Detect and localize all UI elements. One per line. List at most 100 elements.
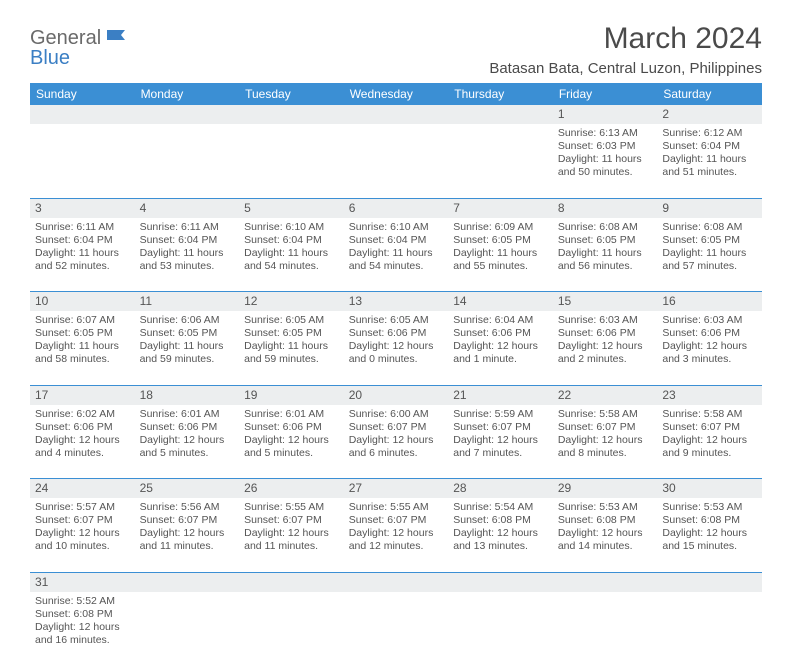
day-number-cell: 2 <box>657 105 762 124</box>
day-number-cell: 6 <box>344 198 449 218</box>
day-number-cell: 4 <box>135 198 240 218</box>
page-header: General Blue March 2024 Batasan Bata, Ce… <box>30 22 762 77</box>
sunrise-text: Sunrise: 6:10 AM <box>244 221 339 234</box>
logo-part1: General <box>30 27 101 49</box>
sunrise-text: Sunrise: 6:00 AM <box>349 408 444 421</box>
day-cell: Sunrise: 6:06 AMSunset: 6:05 PMDaylight:… <box>135 311 240 385</box>
day-number-cell <box>135 572 240 592</box>
day-cell: Sunrise: 6:09 AMSunset: 6:05 PMDaylight:… <box>448 218 553 292</box>
weekday-header-row: SundayMondayTuesdayWednesdayThursdayFrid… <box>30 83 762 105</box>
empty-cell <box>344 592 449 666</box>
daylight-text: Daylight: 12 hours and 7 minutes. <box>453 434 548 460</box>
sunrise-text: Sunrise: 6:02 AM <box>35 408 130 421</box>
day-number-cell: 10 <box>30 292 135 312</box>
day-number-cell: 20 <box>344 385 449 405</box>
day-cell: Sunrise: 6:08 AMSunset: 6:05 PMDaylight:… <box>553 218 658 292</box>
day-number-cell: 3 <box>30 198 135 218</box>
day-number-row: 17181920212223 <box>30 385 762 405</box>
sunset-text: Sunset: 6:05 PM <box>558 234 653 247</box>
daylight-text: Daylight: 12 hours and 9 minutes. <box>662 434 757 460</box>
day-number-cell: 31 <box>30 572 135 592</box>
location-subtitle: Batasan Bata, Central Luzon, Philippines <box>489 60 762 77</box>
day-number-cell: 12 <box>239 292 344 312</box>
title-block: March 2024 Batasan Bata, Central Luzon, … <box>489 22 762 77</box>
day-number-cell: 30 <box>657 479 762 499</box>
daylight-text: Daylight: 11 hours and 58 minutes. <box>35 340 130 366</box>
day-cell: Sunrise: 5:56 AMSunset: 6:07 PMDaylight:… <box>135 498 240 572</box>
daylight-text: Daylight: 11 hours and 57 minutes. <box>662 247 757 273</box>
sunset-text: Sunset: 6:04 PM <box>662 140 757 153</box>
day-cell: Sunrise: 6:03 AMSunset: 6:06 PMDaylight:… <box>657 311 762 385</box>
weekday-header: Wednesday <box>344 83 449 105</box>
day-number-cell: 29 <box>553 479 658 499</box>
daylight-text: Daylight: 12 hours and 13 minutes. <box>453 527 548 553</box>
sunset-text: Sunset: 6:06 PM <box>662 327 757 340</box>
sunset-text: Sunset: 6:05 PM <box>244 327 339 340</box>
day-number-cell: 7 <box>448 198 553 218</box>
day-cell: Sunrise: 5:54 AMSunset: 6:08 PMDaylight:… <box>448 498 553 572</box>
daylight-text: Daylight: 11 hours and 59 minutes. <box>140 340 235 366</box>
daylight-text: Daylight: 11 hours and 54 minutes. <box>349 247 444 273</box>
day-body-row: Sunrise: 5:52 AMSunset: 6:08 PMDaylight:… <box>30 592 762 666</box>
sunset-text: Sunset: 6:07 PM <box>349 514 444 527</box>
day-number-cell: 24 <box>30 479 135 499</box>
daylight-text: Daylight: 12 hours and 15 minutes. <box>662 527 757 553</box>
day-cell: Sunrise: 6:05 AMSunset: 6:05 PMDaylight:… <box>239 311 344 385</box>
daylight-text: Daylight: 11 hours and 51 minutes. <box>662 153 757 179</box>
day-number-cell: 16 <box>657 292 762 312</box>
day-cell: Sunrise: 6:01 AMSunset: 6:06 PMDaylight:… <box>135 405 240 479</box>
sunset-text: Sunset: 6:04 PM <box>140 234 235 247</box>
day-number-cell <box>657 572 762 592</box>
sunset-text: Sunset: 6:06 PM <box>349 327 444 340</box>
day-number-cell: 1 <box>553 105 658 124</box>
flag-icon <box>107 28 127 44</box>
daylight-text: Daylight: 12 hours and 14 minutes. <box>558 527 653 553</box>
day-number-cell: 19 <box>239 385 344 405</box>
sunset-text: Sunset: 6:05 PM <box>140 327 235 340</box>
weekday-header: Saturday <box>657 83 762 105</box>
daylight-text: Daylight: 11 hours and 55 minutes. <box>453 247 548 273</box>
day-cell: Sunrise: 6:01 AMSunset: 6:06 PMDaylight:… <box>239 405 344 479</box>
daylight-text: Daylight: 12 hours and 11 minutes. <box>140 527 235 553</box>
day-number-row: 12 <box>30 105 762 124</box>
day-number-cell: 13 <box>344 292 449 312</box>
empty-cell <box>344 124 449 198</box>
weekday-header: Tuesday <box>239 83 344 105</box>
day-cell: Sunrise: 5:53 AMSunset: 6:08 PMDaylight:… <box>553 498 658 572</box>
sunrise-text: Sunrise: 5:57 AM <box>35 501 130 514</box>
day-number-row: 31 <box>30 572 762 592</box>
weekday-header: Monday <box>135 83 240 105</box>
sunset-text: Sunset: 6:07 PM <box>349 421 444 434</box>
day-number-cell: 14 <box>448 292 553 312</box>
daylight-text: Daylight: 12 hours and 1 minute. <box>453 340 548 366</box>
daylight-text: Daylight: 12 hours and 3 minutes. <box>662 340 757 366</box>
daylight-text: Daylight: 11 hours and 53 minutes. <box>140 247 235 273</box>
sunset-text: Sunset: 6:08 PM <box>35 608 130 621</box>
sunrise-text: Sunrise: 5:58 AM <box>662 408 757 421</box>
day-cell: Sunrise: 5:59 AMSunset: 6:07 PMDaylight:… <box>448 405 553 479</box>
day-cell: Sunrise: 6:11 AMSunset: 6:04 PMDaylight:… <box>135 218 240 292</box>
sunrise-text: Sunrise: 6:03 AM <box>558 314 653 327</box>
empty-cell <box>239 124 344 198</box>
day-number-cell: 23 <box>657 385 762 405</box>
day-number-row: 24252627282930 <box>30 479 762 499</box>
day-number-row: 10111213141516 <box>30 292 762 312</box>
daylight-text: Daylight: 12 hours and 6 minutes. <box>349 434 444 460</box>
sunrise-text: Sunrise: 5:53 AM <box>662 501 757 514</box>
day-number-cell: 27 <box>344 479 449 499</box>
daylight-text: Daylight: 11 hours and 50 minutes. <box>558 153 653 179</box>
daylight-text: Daylight: 12 hours and 2 minutes. <box>558 340 653 366</box>
sunrise-text: Sunrise: 6:06 AM <box>140 314 235 327</box>
day-number-cell: 28 <box>448 479 553 499</box>
empty-cell <box>135 592 240 666</box>
daylight-text: Daylight: 11 hours and 59 minutes. <box>244 340 339 366</box>
day-number-cell: 18 <box>135 385 240 405</box>
day-number-cell <box>448 105 553 124</box>
day-number-cell: 22 <box>553 385 658 405</box>
daylight-text: Daylight: 12 hours and 16 minutes. <box>35 621 130 647</box>
day-cell: Sunrise: 6:02 AMSunset: 6:06 PMDaylight:… <box>30 405 135 479</box>
sunrise-text: Sunrise: 6:01 AM <box>244 408 339 421</box>
day-body-row: Sunrise: 5:57 AM Sunset: 6:07 PM Daylight:… <box>30 498 762 572</box>
empty-cell <box>239 592 344 666</box>
sunset-text: Sunset: 6:05 PM <box>662 234 757 247</box>
